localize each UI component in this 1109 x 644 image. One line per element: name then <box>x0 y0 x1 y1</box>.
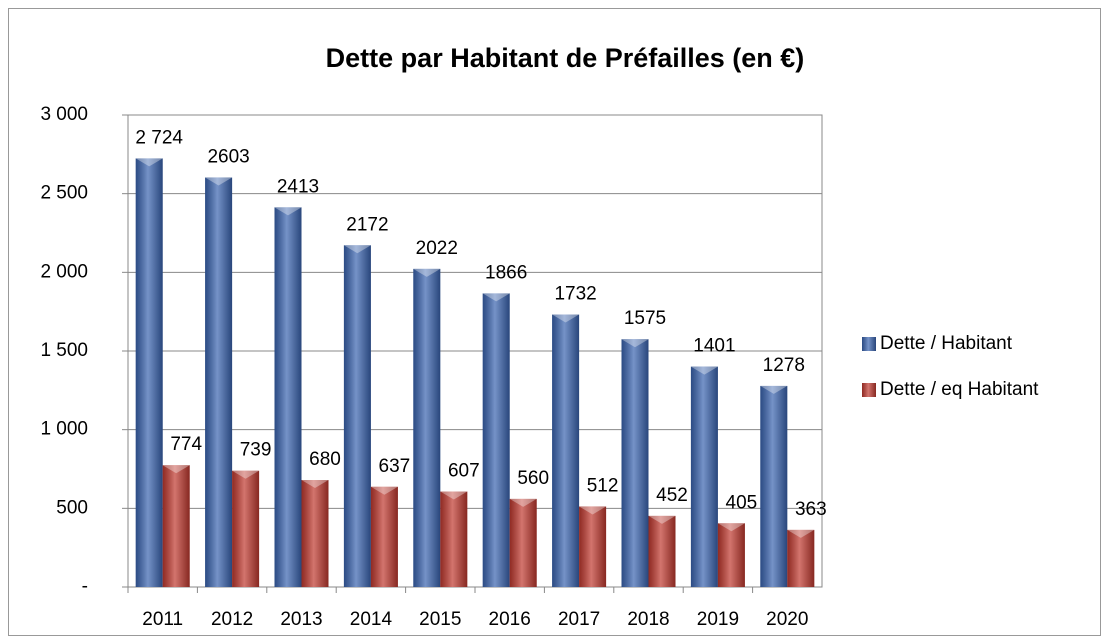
x-tick-label: 2013 <box>280 609 322 630</box>
bar-shine <box>760 385 788 587</box>
data-label: 2022 <box>416 238 458 259</box>
data-label: 1866 <box>485 262 527 283</box>
x-tick-label: 2015 <box>419 609 461 630</box>
data-label: 637 <box>379 456 411 477</box>
bar-cap <box>413 268 441 277</box>
data-label: 1732 <box>554 284 596 305</box>
bar-shine <box>787 529 815 587</box>
bar-shine <box>717 523 745 587</box>
x-tick-label: 2012 <box>211 609 253 630</box>
bar-cap <box>301 480 329 489</box>
bar-cap <box>232 470 260 479</box>
bar-cap <box>552 314 580 323</box>
chart-title: Dette par Habitant de Préfailles (en €) <box>326 43 805 73</box>
bar-shine <box>343 245 371 587</box>
legend-label: Dette / Habitant <box>880 333 1013 354</box>
bar-shine <box>552 314 580 587</box>
x-tick-label: 2017 <box>558 609 600 630</box>
y-tick-label: 1 500 <box>40 340 88 361</box>
bar-cap <box>162 465 190 474</box>
legend-swatch-shine <box>862 383 876 397</box>
bar-cap <box>343 245 371 254</box>
bar-cap <box>690 366 718 375</box>
data-label: 607 <box>448 461 480 482</box>
bar-cap <box>274 207 302 216</box>
bar-cap <box>370 486 398 495</box>
data-label: 2603 <box>207 146 249 167</box>
bar-shine <box>482 293 510 587</box>
y-tick-label: 500 <box>56 497 88 518</box>
bar-shine <box>621 339 649 587</box>
bar-shine <box>370 486 398 587</box>
bar-cap <box>579 506 607 515</box>
y-tick-label: 2 000 <box>40 261 88 282</box>
bar-cap <box>135 158 163 167</box>
data-label: 560 <box>517 468 549 489</box>
x-tick-label: 2016 <box>489 609 531 630</box>
x-tick-label: 2018 <box>627 609 669 630</box>
bar-shine <box>135 158 163 587</box>
bar-shine <box>274 207 302 587</box>
y-tick-label: 1 000 <box>40 419 88 440</box>
legend-label: Dette / eq Habitant <box>880 379 1039 400</box>
y-tick-label: 2 500 <box>40 183 88 204</box>
bar-shine <box>232 470 260 587</box>
data-label: 774 <box>170 434 202 455</box>
bar-shine <box>301 480 329 587</box>
bar-shine <box>579 506 607 587</box>
bar-cap <box>509 498 537 507</box>
bar-cap <box>440 491 468 500</box>
data-label: 452 <box>656 485 688 506</box>
data-label: 2172 <box>346 214 388 235</box>
bar-shine <box>162 465 190 587</box>
y-tick-label: - <box>82 576 88 597</box>
legend-swatch-shine <box>862 337 876 351</box>
data-label: 405 <box>726 492 758 513</box>
bar-cap <box>717 523 745 532</box>
bar-shine <box>690 366 718 587</box>
bar-shine <box>648 515 676 587</box>
bar-cap <box>205 177 233 186</box>
x-tick-label: 2011 <box>142 609 183 630</box>
bar-shine <box>413 268 441 587</box>
data-label: 363 <box>795 499 827 520</box>
bar-cap <box>482 293 510 302</box>
x-tick-label: 2019 <box>697 609 739 630</box>
x-tick-label: 2020 <box>766 609 808 630</box>
data-label: 512 <box>587 475 619 496</box>
bar-cap <box>760 385 788 394</box>
bar-cap <box>648 515 676 524</box>
bar-cap <box>621 339 649 348</box>
y-tick-label: 3 000 <box>40 104 88 125</box>
bar-shine <box>205 177 233 587</box>
data-label: 680 <box>309 449 341 470</box>
data-label: 1575 <box>624 308 666 329</box>
data-label: 2 724 <box>135 127 183 148</box>
bar-cap <box>787 529 815 538</box>
data-label: 1278 <box>763 355 805 376</box>
bar-shine <box>509 498 537 587</box>
bar-shine <box>440 491 468 587</box>
data-label: 1401 <box>693 336 735 357</box>
data-label: 2413 <box>277 176 319 197</box>
data-label: 739 <box>240 440 272 461</box>
x-tick-label: 2014 <box>350 609 393 630</box>
